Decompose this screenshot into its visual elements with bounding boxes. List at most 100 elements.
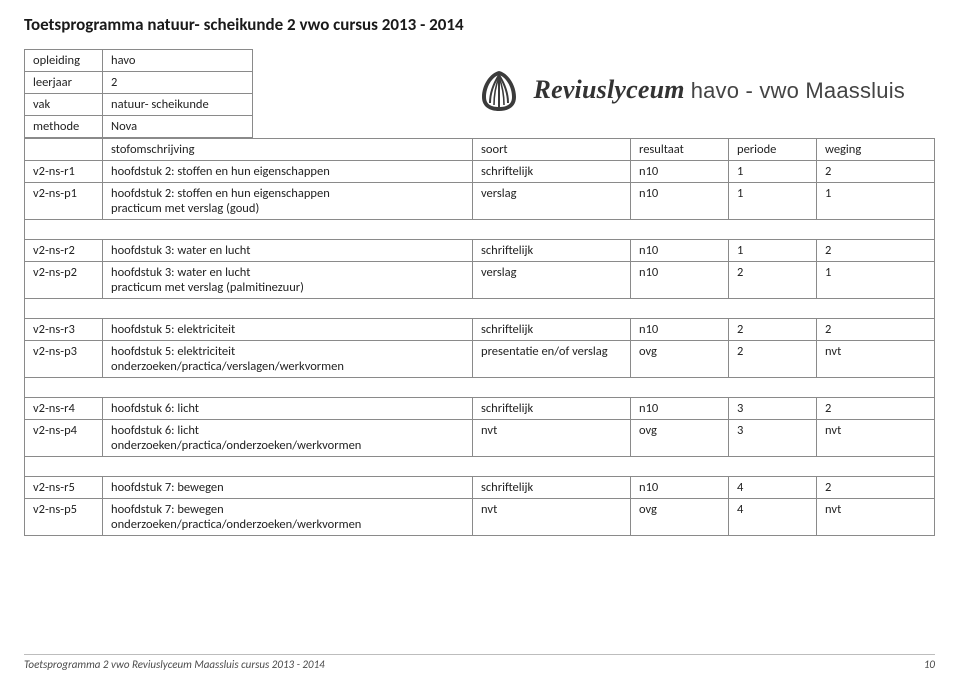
footer-text: Toetsprogramma 2 vwo Reviuslyceum Maassl… (24, 658, 325, 671)
group-gap (25, 457, 935, 477)
cell-soort: schriftelijk (473, 477, 631, 499)
cell-weging: nvt (817, 341, 935, 378)
cell-weging: nvt (817, 420, 935, 457)
cell-soort: schriftelijk (473, 240, 631, 262)
meta-value: Nova (103, 116, 253, 138)
table-row: v2-ns-r1hoofdstuk 2: stoffen en hun eige… (25, 161, 935, 183)
cell-periode: 1 (729, 161, 817, 183)
meta-table: opleiding havo leerjaar 2 vak natuur- sc… (24, 49, 253, 138)
school-logo: Reviuslyceumhavo - vwo Maassluis (478, 67, 905, 113)
group-gap (25, 220, 935, 240)
table-row: v2-ns-p1hoofdstuk 2: stoffen en hun eige… (25, 183, 935, 220)
cell-desc: hoofdstuk 7: bewegen (103, 477, 473, 499)
table-row: v2-ns-r5hoofdstuk 7: bewegenschriftelijk… (25, 477, 935, 499)
group-gap (25, 299, 935, 319)
col-header-weging: weging (817, 139, 935, 161)
cell-weging: 2 (817, 319, 935, 341)
cell-weging: 2 (817, 477, 935, 499)
cell-soort: presentatie en/of verslag (473, 341, 631, 378)
cell-code: v2-ns-r4 (25, 398, 103, 420)
cell-periode: 3 (729, 398, 817, 420)
cell-desc: hoofdstuk 6: licht (103, 398, 473, 420)
cell-periode: 4 (729, 499, 817, 536)
cell-desc: hoofdstuk 3: water en luchtpracticum met… (103, 262, 473, 299)
col-header-code (25, 139, 103, 161)
meta-value: natuur- scheikunde (103, 94, 253, 116)
cell-periode: 1 (729, 183, 817, 220)
cell-code: v2-ns-p5 (25, 499, 103, 536)
page-footer: Toetsprogramma 2 vwo Reviuslyceum Maassl… (24, 654, 935, 671)
meta-label: methode (25, 116, 103, 138)
cell-weging: 2 (817, 398, 935, 420)
cell-soort: schriftelijk (473, 161, 631, 183)
cell-resultaat: n10 (631, 398, 729, 420)
top-row: opleiding havo leerjaar 2 vak natuur- sc… (24, 49, 935, 138)
cell-soort: verslag (473, 262, 631, 299)
cell-desc: hoofdstuk 6: lichtonderzoeken/practica/o… (103, 420, 473, 457)
meta-row-vak: vak natuur- scheikunde (25, 94, 253, 116)
table-row: v2-ns-r4hoofdstuk 6: lichtschriftelijkn1… (25, 398, 935, 420)
cell-periode: 4 (729, 477, 817, 499)
cell-desc: hoofdstuk 3: water en lucht (103, 240, 473, 262)
cell-code: v2-ns-p1 (25, 183, 103, 220)
meta-value: 2 (103, 72, 253, 94)
main-table: stofomschrijving soort resultaat periode… (24, 138, 935, 536)
page-number: 10 (924, 658, 935, 671)
col-header-soort: soort (473, 139, 631, 161)
cell-weging: 2 (817, 161, 935, 183)
cell-code: v2-ns-p2 (25, 262, 103, 299)
cell-resultaat: ovg (631, 499, 729, 536)
meta-row-opleiding: opleiding havo (25, 50, 253, 72)
cell-soort: nvt (473, 499, 631, 536)
cell-weging: 2 (817, 240, 935, 262)
cell-resultaat: n10 (631, 262, 729, 299)
table-row: v2-ns-p4hoofdstuk 6: lichtonderzoeken/pr… (25, 420, 935, 457)
meta-row-methode: methode Nova (25, 116, 253, 138)
cell-resultaat: ovg (631, 341, 729, 378)
logo-wordmark: Reviuslyceumhavo - vwo Maassluis (534, 75, 905, 105)
col-header-periode: periode (729, 139, 817, 161)
cell-soort: schriftelijk (473, 319, 631, 341)
col-header-resultaat: resultaat (631, 139, 729, 161)
cell-code: v2-ns-r3 (25, 319, 103, 341)
cell-resultaat: n10 (631, 183, 729, 220)
cell-resultaat: n10 (631, 477, 729, 499)
cell-resultaat: n10 (631, 240, 729, 262)
logo-subtitle: havo - vwo Maassluis (691, 78, 905, 103)
table-row: v2-ns-p2hoofdstuk 3: water en luchtpract… (25, 262, 935, 299)
cell-code: v2-ns-p3 (25, 341, 103, 378)
cell-desc: hoofdstuk 5: elektriciteit (103, 319, 473, 341)
table-header-row: stofomschrijving soort resultaat periode… (25, 139, 935, 161)
cell-periode: 1 (729, 240, 817, 262)
table-row: v2-ns-r3hoofdstuk 5: elektriciteitschrif… (25, 319, 935, 341)
cell-desc: hoofdstuk 5: elektriciteitonderzoeken/pr… (103, 341, 473, 378)
meta-label: vak (25, 94, 103, 116)
cell-soort: verslag (473, 183, 631, 220)
meta-value: havo (103, 50, 253, 72)
cell-periode: 2 (729, 262, 817, 299)
cell-desc: hoofdstuk 2: stoffen en hun eigenschappe… (103, 183, 473, 220)
table-row: v2-ns-r2hoofdstuk 3: water en luchtschri… (25, 240, 935, 262)
col-header-desc: stofomschrijving (103, 139, 473, 161)
cell-code: v2-ns-p4 (25, 420, 103, 457)
cell-code: v2-ns-r5 (25, 477, 103, 499)
cell-desc: hoofdstuk 7: bewegenonderzoeken/practica… (103, 499, 473, 536)
cell-soort: schriftelijk (473, 398, 631, 420)
page-title: Toetsprogramma natuur- scheikunde 2 vwo … (24, 14, 935, 35)
cell-resultaat: ovg (631, 420, 729, 457)
table-row: v2-ns-p3hoofdstuk 5: elektriciteitonderz… (25, 341, 935, 378)
cell-soort: nvt (473, 420, 631, 457)
cell-resultaat: n10 (631, 161, 729, 183)
cell-periode: 2 (729, 319, 817, 341)
group-gap (25, 378, 935, 398)
cell-periode: 3 (729, 420, 817, 457)
cell-code: v2-ns-r1 (25, 161, 103, 183)
cell-weging: nvt (817, 499, 935, 536)
cell-periode: 2 (729, 341, 817, 378)
cell-desc: hoofdstuk 2: stoffen en hun eigenschappe… (103, 161, 473, 183)
cell-code: v2-ns-r2 (25, 240, 103, 262)
cell-weging: 1 (817, 183, 935, 220)
meta-row-leerjaar: leerjaar 2 (25, 72, 253, 94)
meta-label: leerjaar (25, 72, 103, 94)
table-row: v2-ns-p5hoofdstuk 7: bewegenonderzoeken/… (25, 499, 935, 536)
